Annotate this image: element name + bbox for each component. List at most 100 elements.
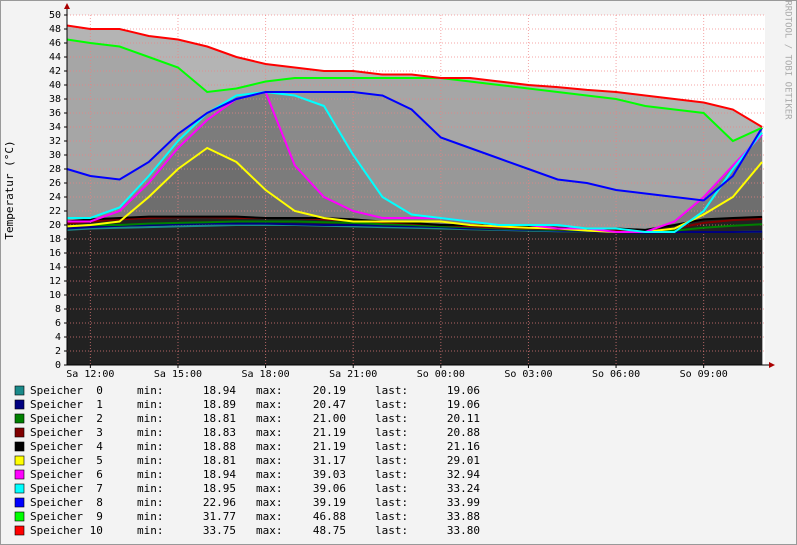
y-tick-label: 36 [49,108,61,119]
y-tick-label: 10 [49,290,61,301]
stat-last: 33.24 [447,482,480,495]
y-tick-label: 30 [49,150,61,161]
series-area [67,225,763,365]
legend-swatch [14,399,25,410]
legend-name: Speicher 9 [30,510,103,523]
y-tick-label: 28 [49,164,61,175]
stat-label: max: [256,398,283,411]
y-tick-label: 20 [49,220,61,231]
legend-name: Speicher 7 [30,482,103,495]
y-tick-label: 16 [49,248,61,259]
stat-label: last: [375,468,408,481]
stat-min: 18.83 [203,426,236,439]
stat-label: min: [137,398,164,411]
stat-max: 31.17 [313,454,346,467]
stat-label: last: [375,510,408,523]
legend-name: Speicher 10 [30,524,103,537]
x-tick-label: So 03:00 [504,369,552,380]
stat-max: 21.19 [313,440,346,453]
stat-label: max: [256,412,283,425]
y-tick-label: 32 [49,136,61,147]
stat-min: 18.88 [203,440,236,453]
y-tick-label: 50 [49,10,61,21]
y-tick-label: 44 [49,52,61,63]
stat-min: 18.81 [203,412,236,425]
legend-name: Speicher 1 [30,398,103,411]
stat-max: 46.88 [313,510,346,523]
y-tick-label: 12 [49,276,61,287]
stat-max: 21.19 [313,426,346,439]
stat-min: 18.95 [203,482,236,495]
y-tick-label: 46 [49,38,61,49]
stat-max: 39.03 [313,468,346,481]
stat-last: 33.88 [447,510,480,523]
legend-swatch [14,497,25,508]
stat-label: max: [256,454,283,467]
stat-label: min: [137,524,164,537]
stat-label: last: [375,524,408,537]
y-tick-label: 40 [49,80,61,91]
legend-name: Speicher 2 [30,412,103,425]
stat-label: last: [375,440,408,453]
y-axis-label: Temperatur (°C) [3,140,16,239]
stat-label: last: [375,496,408,509]
stat-label: min: [137,440,164,453]
x-tick-label: So 09:00 [680,369,728,380]
legend-swatch [14,525,25,536]
stat-min: 18.89 [203,398,236,411]
stat-last: 20.11 [447,412,480,425]
stat-label: max: [256,426,283,439]
x-tick-label: Sa 18:00 [242,369,290,380]
stat-max: 21.00 [313,412,346,425]
series-line [66,91,763,202]
y-tick-label: 48 [49,24,61,35]
legend-swatch [14,427,25,438]
series-line [66,215,763,231]
stat-label: last: [375,426,408,439]
series-line [67,90,763,233]
stat-last: 32.94 [447,468,480,481]
stat-last: 33.99 [447,496,480,509]
stat-label: max: [256,468,283,481]
y-tick-label: 4 [55,332,61,343]
legend-swatch [14,413,25,424]
stat-label: max: [256,496,283,509]
stat-max: 39.19 [313,496,346,509]
stat-min: 18.94 [203,468,236,481]
series-line [66,38,763,143]
legend-name: Speicher 3 [30,426,103,439]
stat-label: min: [137,468,164,481]
y-tick-label: 24 [49,192,61,203]
y-tick-label: 22 [49,206,61,217]
stat-label: max: [256,440,283,453]
stat-last: 29.01 [447,454,480,467]
stat-max: 20.47 [313,398,346,411]
y-tick-label: 0 [55,360,61,371]
series-line [66,24,763,128]
stat-label: last: [375,454,408,467]
stat-label: min: [137,426,164,439]
stat-last: 19.06 [447,398,480,411]
legend-name: Speicher 8 [30,496,103,509]
stat-label: max: [256,384,283,397]
stat-min: 33.75 [203,524,236,537]
axis-arrow [769,362,775,368]
stat-last: 19.06 [447,384,480,397]
stat-max: 39.06 [313,482,346,495]
legend-swatch [14,511,25,522]
legend-name: Speicher 4 [30,440,103,453]
stat-label: last: [375,398,408,411]
stat-label: min: [137,454,164,467]
stat-label: min: [137,482,164,495]
y-tick-label: 2 [55,346,61,357]
y-tick-label: 8 [55,304,61,315]
stat-max: 48.75 [313,524,346,537]
legend-swatch [14,385,25,396]
stat-label: last: [375,412,408,425]
stat-last: 20.88 [447,426,480,439]
legend-swatch [14,483,25,494]
x-tick-label: Sa 12:00 [66,369,114,380]
y-tick-label: 38 [49,94,61,105]
stat-label: min: [137,384,164,397]
